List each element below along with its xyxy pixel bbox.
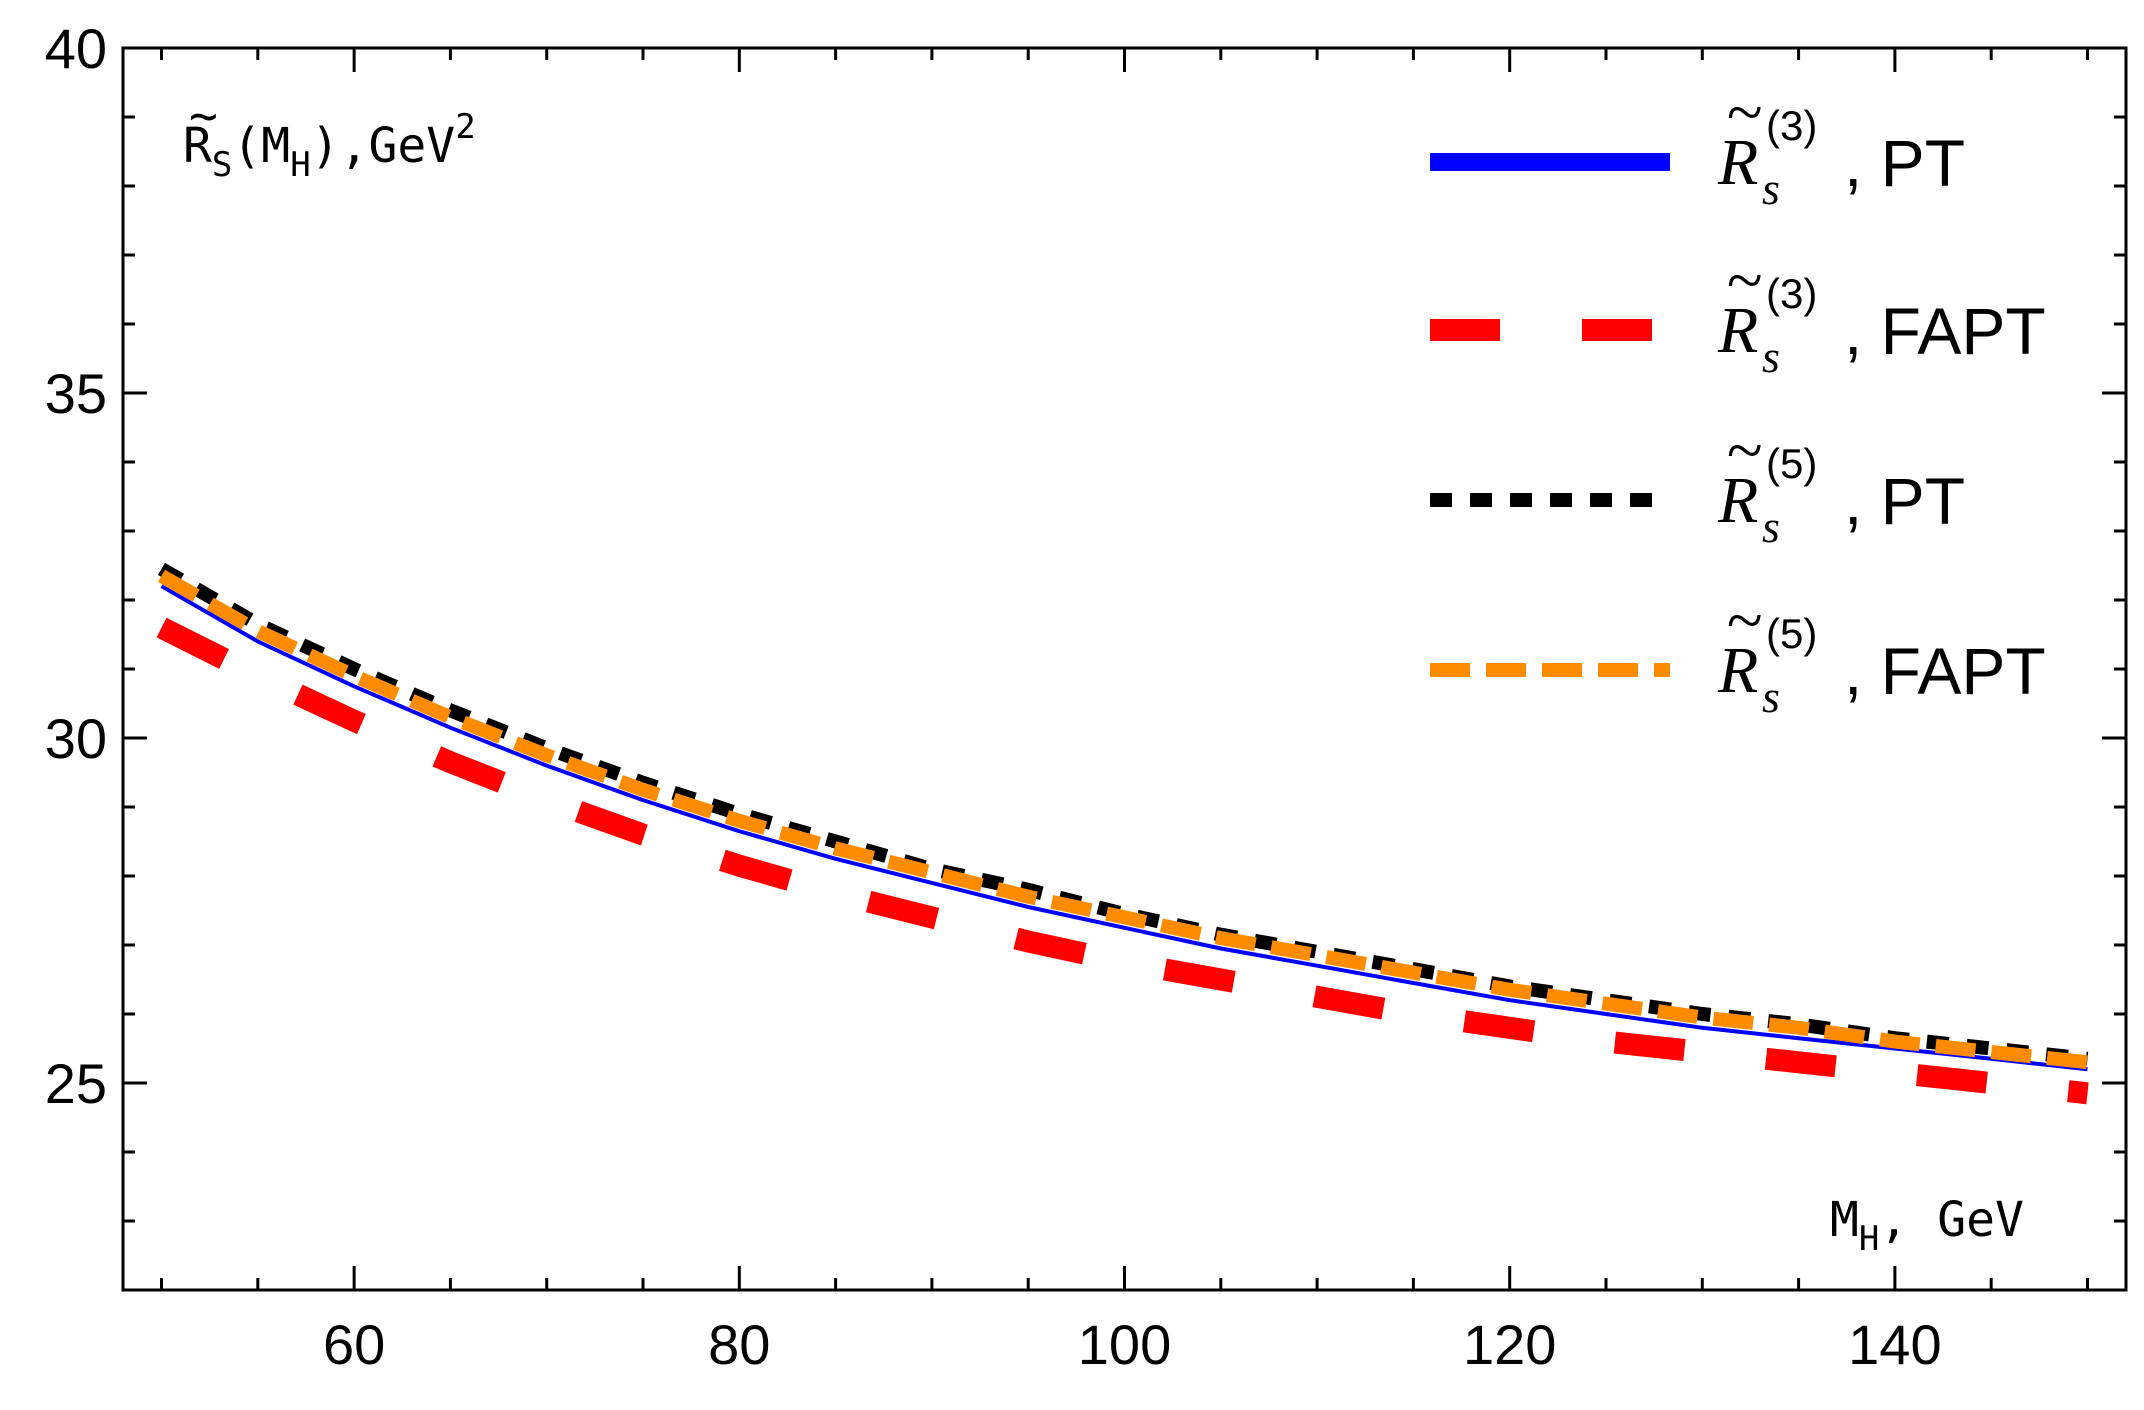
legend-subscript: s (1762, 671, 1780, 722)
legend-subscript: s (1762, 501, 1780, 552)
legend-label: , FAPT (1844, 634, 2046, 708)
y-tick-label: 35 (45, 362, 107, 425)
x-title-unit: , GeV (1879, 1192, 2024, 1248)
legend-order: (5) (1766, 440, 1817, 487)
y-tick-label: 30 (45, 707, 107, 770)
legend-symbol: R (1717, 464, 1758, 537)
y-title-unit-sup: 2 (455, 107, 475, 147)
legend-order: (3) (1766, 270, 1817, 317)
legend-subscript: s (1762, 163, 1780, 214)
legend-label: , PT (1844, 126, 1965, 200)
y-title-var: M (261, 118, 290, 174)
x-tick-label: 80 (708, 1313, 770, 1376)
y-axis-title: RS(MH),GeV2 (183, 107, 476, 185)
y-title-tilde: ~ (189, 88, 218, 144)
x-title-var: M (1830, 1192, 1859, 1248)
series-line (158, 569, 2089, 1070)
x-axis-title: MH, GeV (1830, 1192, 2024, 1259)
legend-label: , FAPT (1844, 294, 2046, 368)
legend-tilde: ~ (1726, 244, 1762, 317)
x-tick-label: 140 (1848, 1313, 1941, 1376)
x-tick-label: 60 (323, 1313, 385, 1376)
legend: ~R s(3), PT~R s(3), FAPT~R s(5), PT~R s(5), … (1430, 76, 2046, 722)
y-title-paren-open: ( (232, 118, 261, 174)
series-line (160, 584, 2088, 1072)
legend-order: (3) (1766, 102, 1817, 149)
legend-tilde: ~ (1726, 414, 1762, 487)
legend-symbol: R (1717, 126, 1758, 199)
plot-lines (156, 562, 2089, 1105)
legend-order: (5) (1766, 610, 1817, 657)
legend-label: , PT (1844, 464, 1965, 538)
plot-frame (121, 46, 2128, 1292)
series-line (156, 617, 2089, 1105)
y-title-symbol: R (183, 118, 212, 174)
x-title-var-sub: H (1859, 1219, 1879, 1259)
y-title-sub: S (212, 145, 232, 185)
x-tick-label: 120 (1463, 1313, 1556, 1376)
y-title-var-sub: H (290, 145, 310, 185)
y-tick-label: 40 (45, 17, 107, 80)
legend-tilde: ~ (1726, 76, 1762, 149)
legend-tilde: ~ (1726, 584, 1762, 657)
y-title-paren-close: ) (311, 118, 340, 174)
axis-ticks: 60 80 100 120 140 25 30 35 40 (45, 17, 2126, 1376)
legend-subscript: s (1762, 331, 1780, 382)
legend-symbol: R (1717, 634, 1758, 707)
x-tick-label: 100 (1078, 1313, 1171, 1376)
y-title-unit: ,GeV (340, 118, 456, 174)
y-tick-label: 25 (45, 1052, 107, 1115)
legend-symbol: R (1717, 294, 1758, 367)
